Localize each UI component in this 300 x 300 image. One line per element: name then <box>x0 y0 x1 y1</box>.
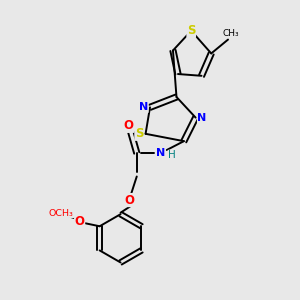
Text: H: H <box>168 150 176 160</box>
Text: N: N <box>156 148 165 158</box>
Text: O: O <box>124 194 134 207</box>
Text: O: O <box>124 119 134 132</box>
Text: O: O <box>75 215 85 228</box>
Text: S: S <box>135 127 143 140</box>
Text: OCH₃: OCH₃ <box>49 208 74 217</box>
Text: CH₃: CH₃ <box>222 28 239 38</box>
Text: N: N <box>197 112 207 123</box>
Text: N: N <box>139 102 148 112</box>
Text: S: S <box>187 24 196 37</box>
